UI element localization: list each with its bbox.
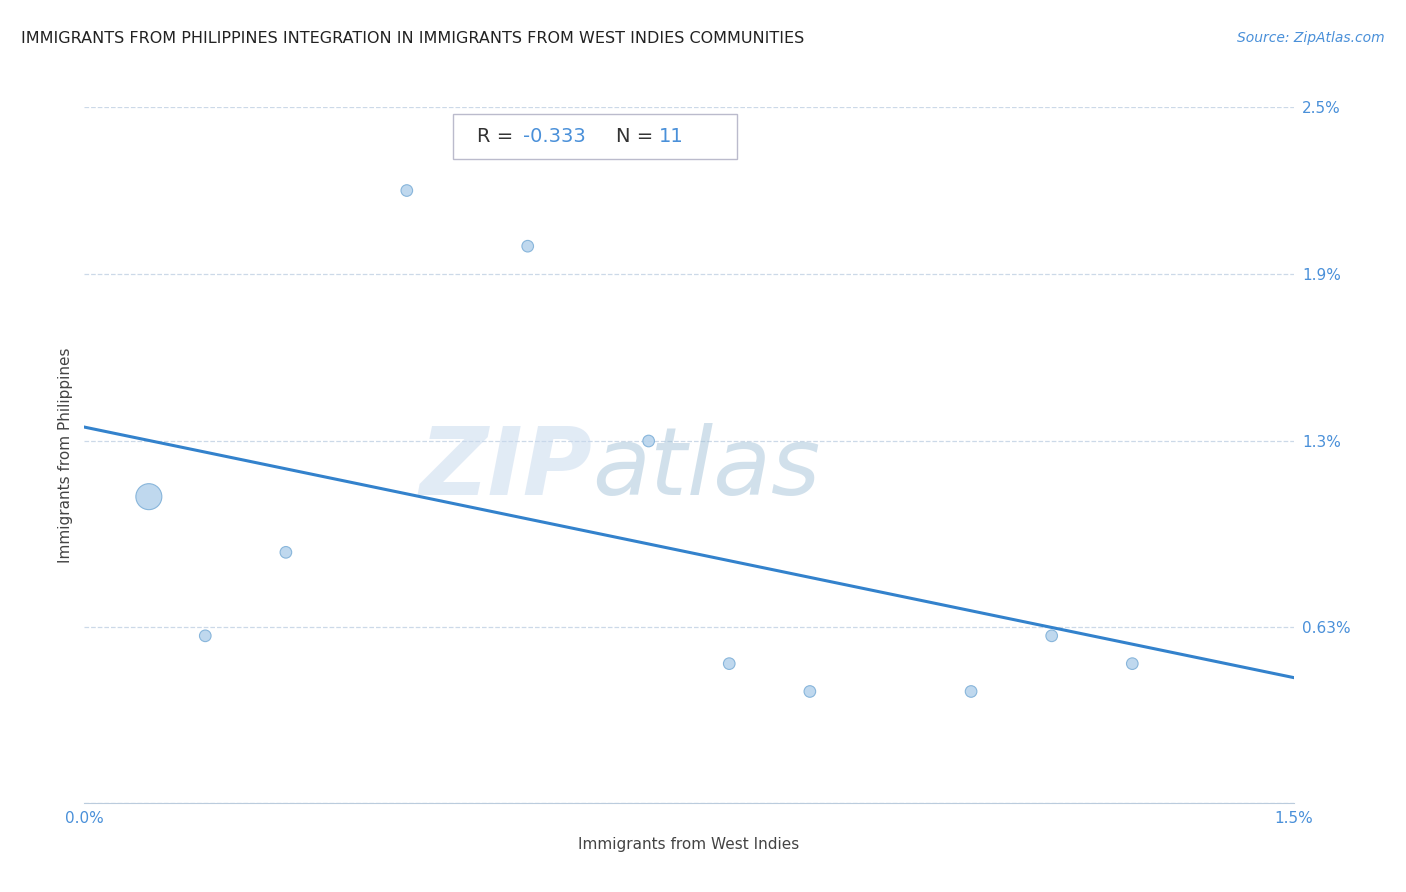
- Point: [194, 629, 217, 643]
- X-axis label: Immigrants from West Indies: Immigrants from West Indies: [578, 838, 800, 852]
- Text: 11: 11: [659, 127, 683, 145]
- Y-axis label: Immigrants from Philippines: Immigrants from Philippines: [58, 347, 73, 563]
- Point: [1121, 657, 1143, 671]
- Text: N =: N =: [616, 127, 659, 145]
- Point: [516, 239, 538, 253]
- Point: [138, 490, 160, 504]
- Point: [960, 684, 983, 698]
- Point: [1040, 629, 1063, 643]
- FancyBboxPatch shape: [453, 114, 737, 159]
- Text: -0.333: -0.333: [523, 127, 586, 145]
- Text: R =: R =: [478, 127, 520, 145]
- Text: Source: ZipAtlas.com: Source: ZipAtlas.com: [1237, 31, 1385, 45]
- Point: [799, 684, 821, 698]
- Text: atlas: atlas: [592, 424, 821, 515]
- Point: [637, 434, 659, 448]
- Point: [718, 657, 741, 671]
- Point: [274, 545, 297, 559]
- Text: ZIP: ZIP: [419, 423, 592, 515]
- Text: IMMIGRANTS FROM PHILIPPINES INTEGRATION IN IMMIGRANTS FROM WEST INDIES COMMUNITI: IMMIGRANTS FROM PHILIPPINES INTEGRATION …: [21, 31, 804, 46]
- Point: [395, 184, 418, 198]
